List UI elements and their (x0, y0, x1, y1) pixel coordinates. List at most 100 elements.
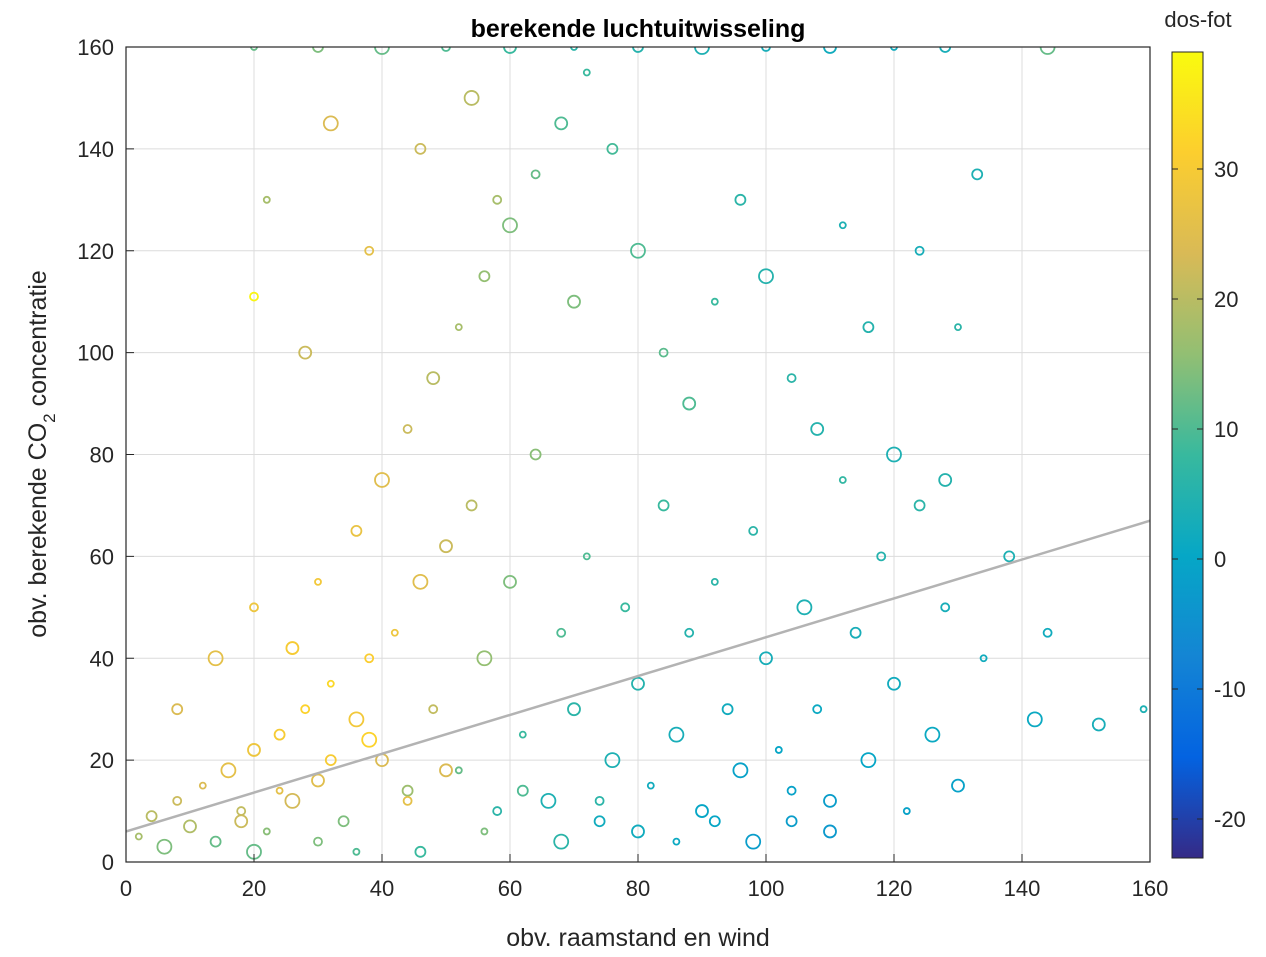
data-point (156, 838, 173, 855)
data-point (721, 703, 734, 716)
data-point (567, 294, 581, 309)
data-point (672, 837, 681, 846)
data-point (708, 815, 721, 828)
data-point (979, 654, 988, 663)
data-point (361, 731, 378, 748)
colorbar-tick-label: -10 (1214, 677, 1246, 702)
data-point (924, 726, 941, 743)
data-point (554, 116, 569, 131)
data-point (529, 448, 542, 461)
data-point (492, 806, 503, 816)
chart-title: berekende luchtuitwisseling (471, 15, 806, 43)
data-point (518, 730, 527, 739)
x-axis-label: obv. raamstand en wind (506, 924, 770, 952)
data-point (582, 68, 591, 77)
data-point (414, 142, 427, 155)
data-point (604, 752, 621, 769)
data-point (454, 766, 463, 775)
data-point (374, 472, 390, 488)
data-point (134, 832, 143, 841)
data-point (810, 422, 825, 436)
fit-line (126, 519, 1150, 833)
y-axis-label-main: obv. berekende CO (24, 423, 52, 638)
data-point (273, 728, 286, 741)
y-tick-label: 120 (77, 239, 114, 264)
x-tick-label: 100 (748, 876, 785, 901)
data-point (220, 762, 237, 779)
colorbar-label: dos-fot (1164, 7, 1231, 32)
data-point (312, 47, 324, 53)
data-point (426, 371, 441, 385)
data-point (849, 626, 862, 639)
data-point (594, 795, 605, 806)
data-point (1026, 711, 1043, 728)
data-point (352, 847, 361, 856)
y-tick-label: 140 (77, 137, 114, 162)
data-point (311, 773, 325, 788)
data-point (734, 193, 747, 206)
x-tick-label: 160 (1132, 876, 1169, 901)
data-point (478, 270, 491, 283)
data-point (492, 194, 503, 205)
data-point (476, 650, 493, 667)
data-point (890, 47, 898, 51)
data-point (1139, 705, 1148, 714)
data-point (823, 793, 837, 808)
y-tick-label: 20 (90, 748, 114, 773)
data-point (298, 345, 313, 360)
x-tick-label: 140 (1004, 876, 1041, 901)
data-point (668, 726, 685, 743)
data-point (938, 473, 953, 487)
data-point (774, 746, 783, 754)
y-axis-label-subscript: 2 (40, 413, 59, 422)
data-point (886, 446, 902, 463)
data-point (1003, 550, 1016, 563)
y-tick-label: 80 (90, 443, 114, 468)
data-point (402, 424, 413, 434)
data-point (454, 323, 463, 332)
data-point (862, 321, 875, 334)
data-point (748, 526, 759, 536)
data-point (314, 577, 322, 586)
data-point (530, 169, 541, 180)
data-point (183, 819, 197, 834)
data-points (134, 47, 1148, 860)
data-point (172, 795, 183, 806)
data-point (556, 627, 567, 638)
data-point (745, 833, 762, 850)
data-point (250, 47, 258, 51)
data-point (914, 245, 925, 256)
data-point (326, 679, 335, 688)
data-point (954, 323, 962, 332)
data-point (971, 168, 984, 181)
data-point (262, 827, 271, 836)
data-point (540, 792, 557, 809)
data-point (682, 396, 697, 411)
data-point (553, 833, 570, 850)
data-point (275, 786, 284, 795)
data-point (439, 539, 453, 554)
y-axis-label-tail: concentratie (24, 270, 52, 413)
data-point (313, 836, 323, 847)
colorbar-tick-label: 0 (1214, 547, 1226, 572)
x-tick-label: 40 (370, 876, 394, 901)
data-point (285, 641, 300, 655)
data-point (940, 602, 951, 613)
data-point (887, 676, 901, 691)
data-point (300, 704, 311, 715)
data-point (516, 784, 529, 797)
data-point (631, 824, 645, 839)
data-point (374, 47, 390, 55)
data-point (913, 499, 926, 512)
data-point (1042, 627, 1053, 638)
data-point (860, 752, 877, 769)
y-tick-label: 0 (102, 850, 114, 875)
data-point (786, 785, 797, 796)
data-point (902, 807, 911, 815)
data-point (695, 804, 709, 818)
data-point (402, 795, 413, 806)
data-point (207, 650, 224, 667)
data-point (582, 552, 591, 561)
data-point (465, 499, 478, 512)
data-point (876, 551, 887, 562)
